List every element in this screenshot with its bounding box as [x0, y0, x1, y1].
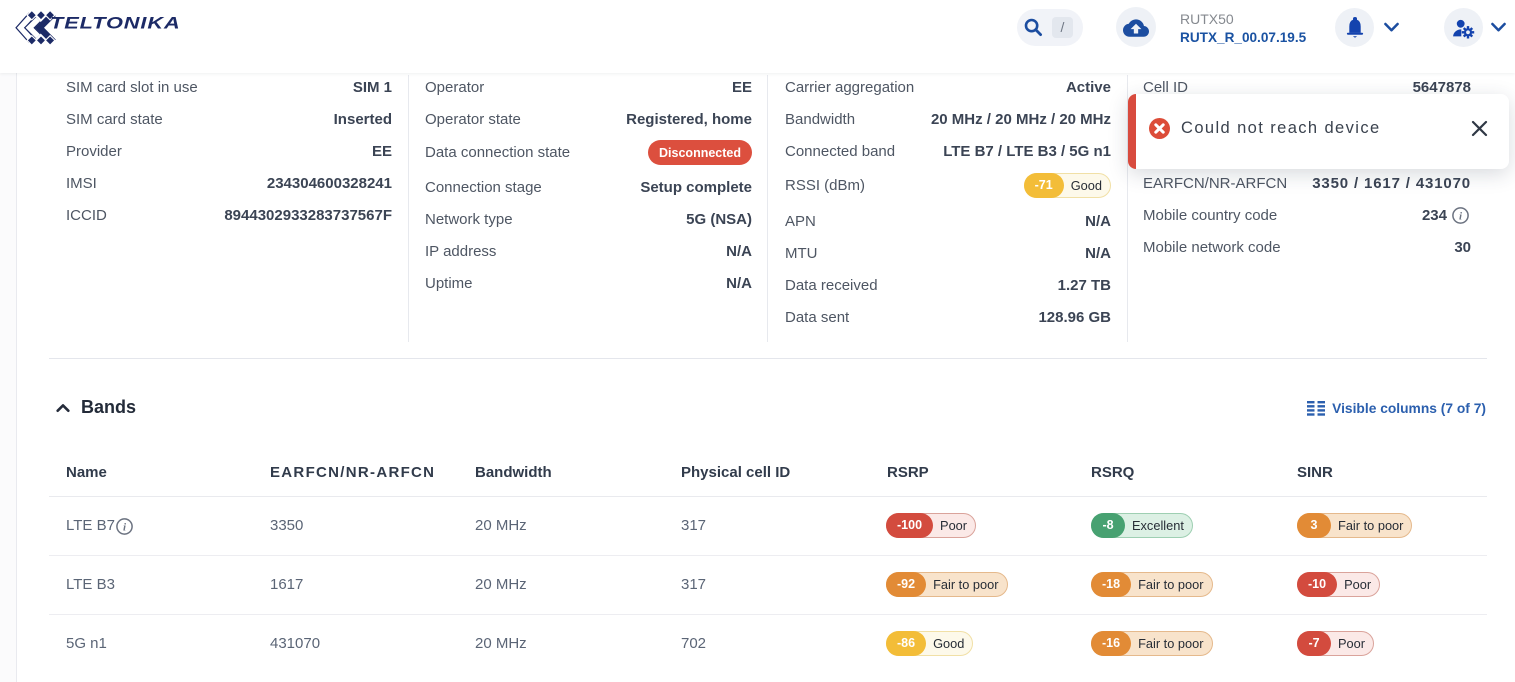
svg-text:i: i — [123, 521, 127, 533]
svg-text:TELTONIKA: TELTONIKA — [50, 14, 181, 33]
svg-text:i: i — [1459, 210, 1463, 222]
